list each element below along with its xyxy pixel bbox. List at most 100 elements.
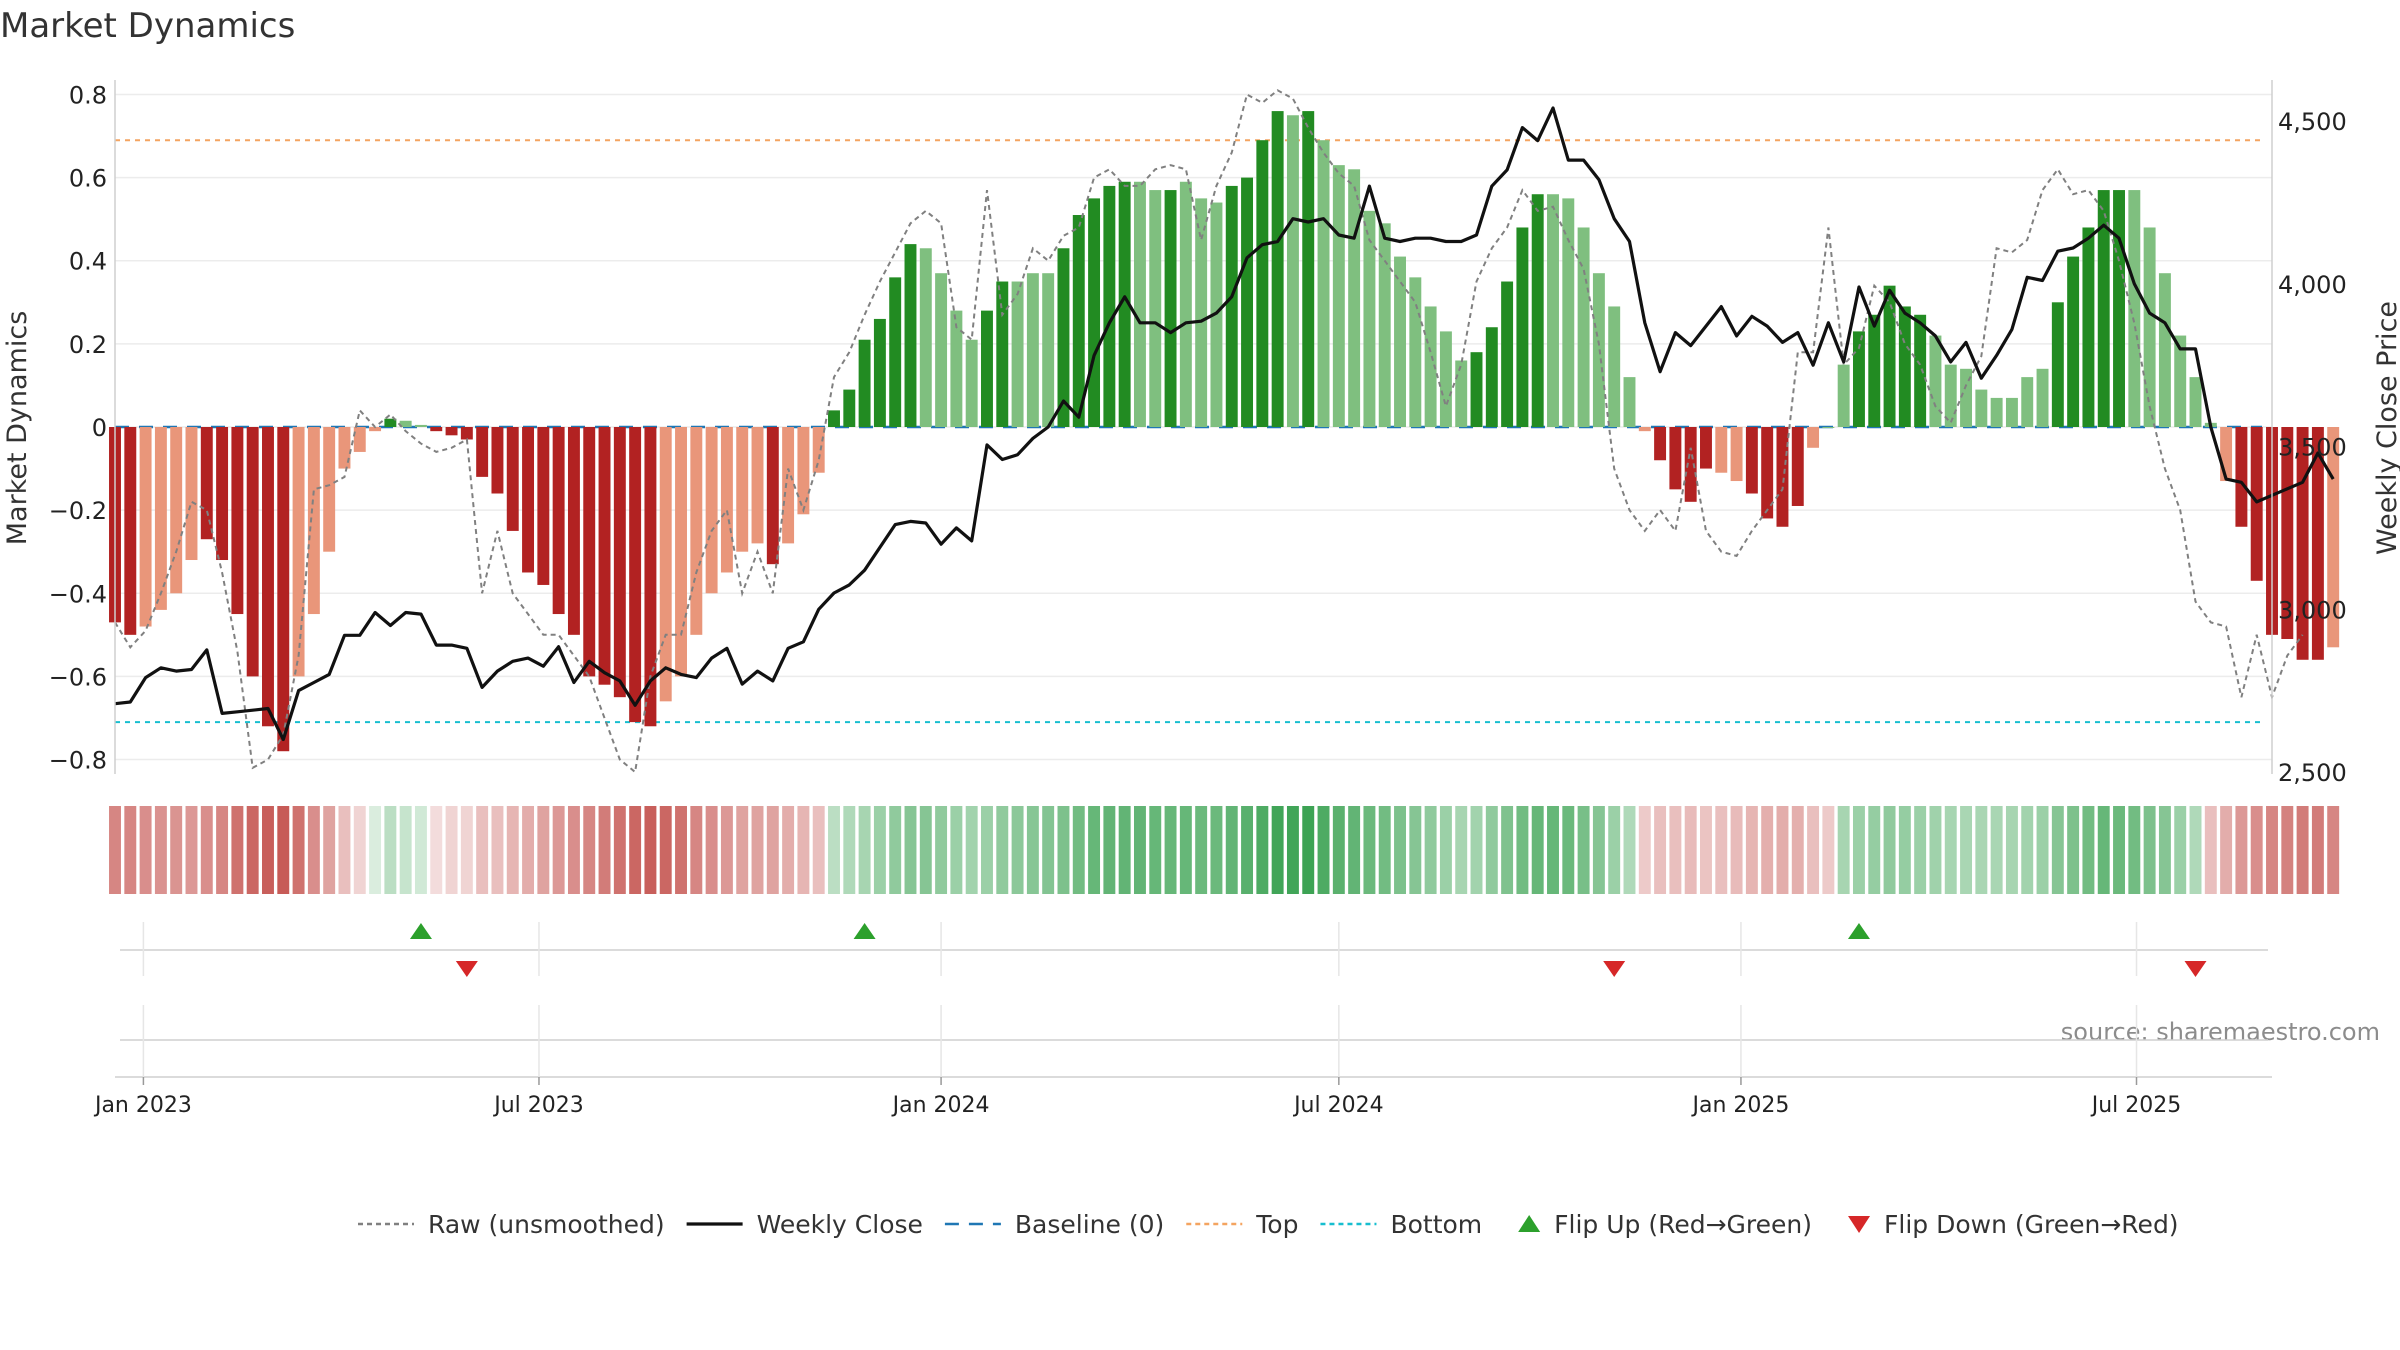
market-dynamics-bar bbox=[1164, 190, 1177, 427]
market-dynamics-bar bbox=[2128, 190, 2141, 427]
heat-strip-cell bbox=[262, 806, 274, 894]
heat-strip-cell bbox=[583, 806, 596, 894]
heat-strip-cell bbox=[1302, 806, 1315, 894]
flip-down-marker bbox=[2184, 961, 2207, 977]
heat-strip-cell bbox=[2311, 806, 2324, 894]
market-dynamics-bar bbox=[399, 420, 412, 427]
market-dynamics-bar bbox=[1195, 198, 1208, 427]
market-dynamics-bar bbox=[1501, 281, 1514, 427]
legend-item: Raw (unsmoothed) bbox=[358, 1210, 665, 1239]
heat-strip-cell bbox=[1470, 806, 1483, 894]
x-tick-label: Jan 2025 bbox=[1690, 1093, 1789, 1118]
market-dynamics-bar bbox=[277, 427, 290, 752]
heat-strip-cell bbox=[1531, 806, 1544, 894]
legend-item: Bottom bbox=[1320, 1210, 1482, 1239]
heat-strip-cell bbox=[996, 806, 1009, 894]
chart-title: Market Dynamics bbox=[0, 6, 295, 46]
heat-strip-cell bbox=[2005, 806, 2018, 894]
legend-item: Weekly Close bbox=[686, 1210, 923, 1239]
heat-strip-cell bbox=[1348, 806, 1361, 894]
heat-strip-cell bbox=[1195, 806, 1208, 894]
heat-strip-cell bbox=[751, 806, 764, 894]
legend-label: Flip Up (Red→Green) bbox=[1554, 1210, 1812, 1239]
heat-strip-cell bbox=[185, 806, 198, 894]
flip-up-marker bbox=[409, 923, 432, 939]
market-dynamics-bar bbox=[2143, 227, 2156, 427]
market-dynamics-bar bbox=[2189, 377, 2202, 427]
market-dynamics-bar bbox=[935, 273, 948, 427]
market-dynamics-bar bbox=[1761, 427, 1774, 519]
market-dynamics-bar bbox=[292, 427, 305, 677]
heat-strip-cell bbox=[629, 806, 642, 894]
market-dynamics-bar bbox=[262, 427, 274, 727]
heat-strip-cell bbox=[1684, 806, 1697, 894]
market-dynamics-bar bbox=[1149, 190, 1162, 427]
market-dynamics-bar bbox=[1898, 306, 1911, 427]
heat-strip-cell bbox=[782, 806, 795, 894]
heat-strip-cell bbox=[1133, 806, 1146, 894]
market-dynamics-bar bbox=[1179, 181, 1192, 427]
source-label: source: sharemaestro.com bbox=[2061, 1018, 2380, 1046]
heat-strip-cell bbox=[460, 806, 473, 894]
heat-strip-cell bbox=[2021, 806, 2034, 894]
market-dynamics-bar bbox=[1715, 427, 1728, 473]
heat-strip-cell bbox=[1241, 806, 1254, 894]
market-dynamics-bar bbox=[1225, 185, 1238, 427]
market-dynamics-bar bbox=[1730, 427, 1743, 482]
market-dynamics-bar bbox=[1531, 194, 1544, 427]
y2-axis-label: Weekly Close Price bbox=[2372, 301, 2400, 555]
heat-strip-cell bbox=[1378, 806, 1391, 894]
heat-strip-cell bbox=[430, 806, 443, 894]
y2-tick-label: 2,500 bbox=[2278, 759, 2347, 787]
market-dynamics-bar bbox=[1011, 281, 1024, 427]
legend-item: Baseline (0) bbox=[944, 1210, 1164, 1239]
market-dynamics-bar bbox=[2296, 427, 2309, 660]
market-dynamics-bar bbox=[950, 310, 963, 427]
y-tick-label: −0.6 bbox=[49, 663, 107, 691]
raw-unsmoothed-line bbox=[114, 89, 2304, 774]
market-dynamics-bar bbox=[1409, 277, 1422, 427]
heat-strip-cell bbox=[904, 806, 917, 894]
market-dynamics-bar bbox=[2327, 427, 2340, 648]
market-dynamics-bar bbox=[766, 427, 779, 565]
market-dynamics-bar bbox=[828, 410, 840, 427]
heat-strip-cell bbox=[1715, 806, 1728, 894]
market-dynamics-bar bbox=[552, 427, 565, 615]
market-dynamics-bar bbox=[1302, 111, 1315, 428]
heat-strip-cell bbox=[644, 806, 657, 894]
x-tick-label: Jul 2024 bbox=[1292, 1093, 1384, 1118]
market-dynamics-bar bbox=[2220, 427, 2233, 482]
market-dynamics-bar bbox=[2005, 397, 2018, 427]
market-dynamics-bar bbox=[2097, 190, 2110, 427]
heat-strip-cell bbox=[445, 806, 458, 894]
legend: Raw (unsmoothed) Weekly Close Baseline (0)… bbox=[358, 1210, 2179, 1239]
market-dynamics-bar bbox=[583, 427, 596, 677]
heat-strip-cell bbox=[552, 806, 565, 894]
market-dynamics-bar bbox=[919, 248, 932, 427]
market-dynamics-bar bbox=[522, 427, 535, 573]
heat-strip-cell bbox=[307, 806, 320, 894]
market-dynamics-bar bbox=[1608, 306, 1621, 427]
market-dynamics-bar bbox=[1485, 327, 1498, 427]
market-dynamics-bar bbox=[904, 244, 917, 427]
market-dynamics-bar bbox=[812, 427, 825, 473]
market-dynamics-bar bbox=[200, 427, 213, 540]
market-dynamics-bar bbox=[1852, 331, 1865, 427]
y-tick-label: 0 bbox=[92, 414, 107, 442]
heat-strip-cell bbox=[1424, 806, 1437, 894]
market-dynamics-bar bbox=[2174, 335, 2187, 427]
heat-strip-cell bbox=[1654, 806, 1667, 894]
y2-tick-label: 4,500 bbox=[2278, 108, 2347, 136]
heat-strip-cell bbox=[1011, 806, 1024, 894]
market-dynamics-bar bbox=[246, 427, 259, 677]
market-dynamics-bar bbox=[139, 427, 152, 627]
market-dynamics-bar bbox=[1133, 181, 1146, 427]
market-dynamics-bar bbox=[1271, 111, 1284, 428]
heat-strip-cell bbox=[1409, 806, 1422, 894]
heat-strip-cell bbox=[2266, 806, 2278, 894]
heat-strip-cell bbox=[1501, 806, 1514, 894]
market-dynamics-bar bbox=[1944, 364, 1957, 427]
market-dynamics-bar bbox=[1348, 169, 1361, 427]
heat-strip-cell bbox=[2097, 806, 2110, 894]
